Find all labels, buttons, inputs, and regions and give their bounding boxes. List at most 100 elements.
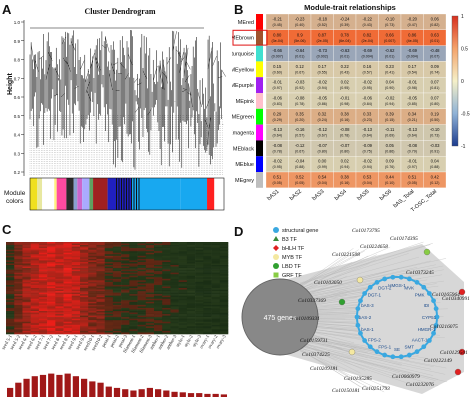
structural-gene-node bbox=[415, 349, 420, 354]
gene-label: Co10337369 bbox=[298, 298, 326, 304]
cell-pvalue: (0.43) bbox=[340, 70, 349, 74]
module-color-strip bbox=[30, 178, 224, 210]
cell-value: -0.62 bbox=[385, 48, 395, 53]
cell-value: 0.29 bbox=[273, 111, 282, 116]
structural-gene-node bbox=[382, 277, 387, 282]
expression-bar bbox=[73, 376, 79, 397]
legend-label: bHLH TF bbox=[282, 246, 305, 252]
expression-panel: seed 5-1seed 5-2seed 6-1seed 6-2seed 7-1… bbox=[0, 230, 232, 402]
cell-pvalue: (0.86) bbox=[318, 102, 327, 106]
ytick-label: 0.8 bbox=[14, 58, 21, 63]
cell-pvalue: (0.74) bbox=[430, 70, 439, 74]
module-color-segment bbox=[37, 178, 42, 210]
inner-gene-label: SMT bbox=[404, 345, 414, 350]
cell-pvalue: (0.97) bbox=[408, 165, 417, 169]
cell-pvalue: (0.64) bbox=[363, 134, 372, 138]
cell-value: 0.53 bbox=[363, 175, 372, 180]
cell-value: -0.02 bbox=[362, 80, 372, 85]
colorbar-tick: -1 bbox=[461, 144, 466, 150]
module-swatch bbox=[256, 93, 263, 109]
cell-pvalue: (0.76) bbox=[385, 165, 394, 169]
expression-bar bbox=[23, 379, 29, 397]
module-color-segment bbox=[54, 178, 56, 210]
structural-gene-node bbox=[399, 354, 404, 359]
inner-gene-label: IDI bbox=[424, 303, 430, 308]
col-label: bAS3 bbox=[311, 189, 325, 202]
structural-gene-node bbox=[434, 306, 439, 311]
module-colors-label-1: Module bbox=[4, 190, 26, 197]
module-color-segment bbox=[77, 178, 82, 210]
tf-node bbox=[339, 299, 345, 305]
expression-bar bbox=[15, 383, 21, 397]
cell-value: -0.05 bbox=[407, 96, 417, 101]
cell-value: -0.13 bbox=[362, 127, 372, 132]
expression-bar bbox=[48, 374, 54, 397]
cell-value: -0.16 bbox=[295, 127, 305, 132]
cell-pvalue: (2e-04) bbox=[361, 39, 373, 43]
structural-gene-node bbox=[390, 354, 395, 359]
cell-value: -0.22 bbox=[362, 17, 372, 22]
cell-pvalue: (5e-06) bbox=[294, 39, 306, 43]
cell-pvalue: (0.15) bbox=[385, 118, 394, 122]
expression-bar bbox=[122, 389, 128, 397]
legend-label: B3 TF bbox=[282, 237, 298, 243]
cell-value: -0.21 bbox=[272, 17, 282, 22]
inner-gene-label: PMK bbox=[415, 292, 425, 297]
structural-gene-node bbox=[431, 298, 436, 303]
legend-marker bbox=[273, 263, 279, 269]
legend-label: GRF TF bbox=[282, 273, 302, 279]
cell-pvalue: (0.23) bbox=[363, 118, 372, 122]
row-label-MEyellow: MEyellow bbox=[232, 67, 254, 73]
cell-value: 0.44 bbox=[386, 175, 395, 180]
cell-value: -0.06 bbox=[362, 96, 372, 101]
cell-pvalue: (3e-04) bbox=[271, 39, 283, 43]
dendrogram-yaxis: 1.0 0.9 0.8 0.7 0.6 0.5 0.4 0.3 0.2 bbox=[14, 20, 24, 175]
cell-pvalue: (0.75) bbox=[363, 149, 372, 153]
cell-value: -0.13 bbox=[407, 127, 417, 132]
structural-gene-node bbox=[368, 285, 373, 290]
ytick-label: 0.7 bbox=[14, 76, 21, 81]
cell-value: 0.07 bbox=[431, 80, 440, 85]
gene-label: Co10159731 bbox=[300, 338, 328, 344]
cell-pvalue: (0.004) bbox=[407, 55, 418, 59]
col-label: bAS2 bbox=[289, 189, 303, 202]
cell-pvalue: (0.73) bbox=[430, 134, 439, 138]
cell-value: 0.34 bbox=[408, 111, 417, 116]
module-color-segment bbox=[66, 178, 73, 210]
row-label-MEred: MEred bbox=[238, 20, 254, 26]
cell-value: -0.08 bbox=[407, 143, 417, 148]
cell-pvalue: (0.94) bbox=[318, 86, 327, 90]
cell-pvalue: (0.45) bbox=[273, 23, 282, 27]
cell-pvalue: (0.88) bbox=[295, 165, 304, 169]
row-label-MEblue: MEblue bbox=[235, 162, 254, 168]
inner-gene-label: FPS-1 bbox=[378, 345, 391, 350]
cell-pvalue: (0.05) bbox=[408, 181, 417, 185]
structural-gene-node bbox=[427, 338, 432, 343]
inner-gene-label: CYP51 bbox=[422, 315, 437, 320]
cell-pvalue: (0.94) bbox=[363, 165, 372, 169]
cell-pvalue: (0.79) bbox=[408, 149, 417, 153]
structural-gene-node bbox=[362, 291, 367, 296]
cell-value: 0.19 bbox=[431, 111, 440, 116]
expression-bar bbox=[171, 392, 177, 397]
structural-gene-node bbox=[421, 285, 426, 290]
module-color-segment bbox=[180, 178, 207, 210]
gene-label: Co10150181 bbox=[332, 388, 360, 394]
cell-value: -0.69 bbox=[407, 48, 417, 53]
cell-pvalue: (0.95) bbox=[340, 86, 349, 90]
cell-value: 0.86 bbox=[408, 32, 417, 37]
module-swatch bbox=[256, 156, 263, 172]
cell-value: 0.15 bbox=[273, 64, 282, 69]
cell-value: 0.02 bbox=[341, 159, 350, 164]
cell-value: -0.24 bbox=[340, 17, 350, 22]
cell-value: 0.38 bbox=[341, 111, 350, 116]
ytick-label: 0.3 bbox=[14, 151, 21, 156]
cell-pvalue: (0.21) bbox=[408, 118, 417, 122]
row-label-MEpurple: MEpurple bbox=[232, 83, 254, 89]
legend-label: LBD TF bbox=[282, 264, 301, 270]
cell-pvalue: (0.99) bbox=[318, 165, 327, 169]
cell-value: -0.08 bbox=[340, 127, 350, 132]
cell-pvalue: (0.92) bbox=[295, 86, 304, 90]
cell-value: -0.02 bbox=[385, 96, 395, 101]
cell-pvalue: (0.57) bbox=[363, 70, 372, 74]
